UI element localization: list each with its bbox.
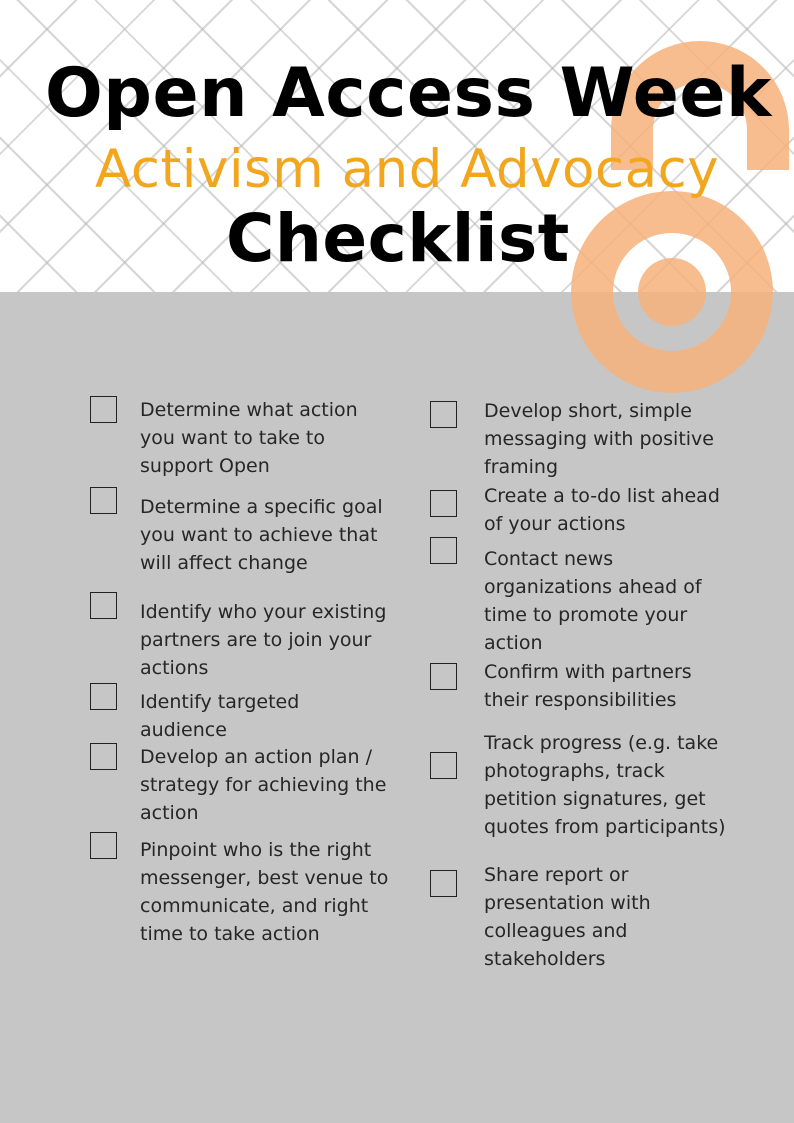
checklist-item-text: Identify targeted audience xyxy=(140,688,299,744)
checklist-heading: Checklist xyxy=(226,200,570,277)
checklist-item-line: organizations ahead of xyxy=(484,576,702,598)
checklist-item-line: quotes from participants) xyxy=(484,816,726,838)
checklist-item-line: Determine a specific goal xyxy=(140,496,383,518)
checklist-item-line: action xyxy=(484,632,543,654)
checkbox[interactable] xyxy=(90,592,117,619)
open-access-lock-icon xyxy=(571,41,789,393)
page-title: Open Access Week xyxy=(45,54,772,133)
checklist-item-line: actions xyxy=(140,657,209,679)
checklist-item-text: Confirm with partners their responsibilit… xyxy=(484,658,692,714)
checklist-item-line: Identify targeted xyxy=(140,691,300,713)
checkbox[interactable] xyxy=(90,683,117,710)
checklist-item-text: Identify who your existing partners are t… xyxy=(140,598,386,682)
checklist-item-line: messenger, best venue to xyxy=(140,867,389,889)
checklist-item-line: you want to take to xyxy=(140,427,325,449)
header-background xyxy=(0,0,794,292)
checkbox[interactable] xyxy=(430,752,457,779)
checklist-item-line: Track progress (e.g. take xyxy=(484,732,719,754)
checklist-item-line: strategy for achieving the xyxy=(140,774,387,796)
checklist-item-line: colleagues and xyxy=(484,920,628,942)
header-pattern-overlay xyxy=(0,0,794,292)
checklist-item-line: will affect change xyxy=(140,552,308,574)
checklist-item-line: Pinpoint who is the right xyxy=(140,839,372,861)
checkbox[interactable] xyxy=(90,743,117,770)
checklist-item-line: stakeholders xyxy=(484,948,606,970)
checklist-item-line: presentation with xyxy=(484,892,651,914)
checklist-item-text: Create a to-do list ahead of your actions xyxy=(484,482,720,538)
checklist-item-line: petition signatures, get xyxy=(484,788,706,810)
checklist-item-line: their responsibilities xyxy=(484,689,677,711)
checkbox[interactable] xyxy=(430,870,457,897)
checklist-item-line: photographs, track xyxy=(484,760,665,782)
checklist-item-text: Share report or presentation with colleagu… xyxy=(484,861,651,973)
checklist-item-text: Determine what action you want to take to… xyxy=(140,396,358,480)
checklist-item-line: Develop short, simple xyxy=(484,400,692,422)
checklist-item-line: Share report or xyxy=(484,864,629,886)
checklist-item-line: you want to achieve that xyxy=(140,524,378,546)
checklist-item-line: Develop an action plan / xyxy=(140,746,372,768)
checklist-item-line: framing xyxy=(484,456,559,478)
checklist-item-line: audience xyxy=(140,719,227,741)
checklist-item-line: time to take action xyxy=(140,923,320,945)
checklist-item-line: partners are to join your xyxy=(140,629,372,651)
checkbox[interactable] xyxy=(90,832,117,859)
checkbox[interactable] xyxy=(430,537,457,564)
checkbox[interactable] xyxy=(90,487,117,514)
checklist-item-line: Determine what action xyxy=(140,399,358,421)
page-subtitle: Activism and Advocacy xyxy=(95,139,720,200)
checkbox[interactable] xyxy=(430,490,457,517)
checklist-item-line: Confirm with partners xyxy=(484,661,692,683)
checklist-item-text: Pinpoint who is the right messenger, best… xyxy=(140,836,388,948)
checklist-item-text: Develop an action plan / strategy for ach… xyxy=(140,743,386,827)
checklist-item-line: Create a to-do list ahead xyxy=(484,485,720,507)
checklist-item-line: messaging with positive xyxy=(484,428,714,450)
checklist-item-text: Develop short, simple messaging with posi… xyxy=(484,397,714,481)
checklist-item-line: support Open xyxy=(140,455,270,477)
checkbox[interactable] xyxy=(430,663,457,690)
checklist-item-line: time to promote your xyxy=(484,604,688,626)
checkbox[interactable] xyxy=(430,401,457,428)
checklist-item-line: Contact news xyxy=(484,548,614,570)
checklist-item-line: communicate, and right xyxy=(140,895,369,917)
checklist-item-line: action xyxy=(140,802,199,824)
checklist-item-line: Identify who your existing xyxy=(140,601,387,623)
checkbox[interactable] xyxy=(90,396,117,423)
checklist-item-text: Determine a specific goal you want to ach… xyxy=(140,493,383,577)
checklist-item-line: of your actions xyxy=(484,513,626,535)
checklist-item-text: Track progress (e.g. take photographs, tr… xyxy=(484,729,726,841)
checklist-item-text: Contact news organizations ahead of time t… xyxy=(484,545,702,657)
checklist-panel xyxy=(0,292,794,1123)
